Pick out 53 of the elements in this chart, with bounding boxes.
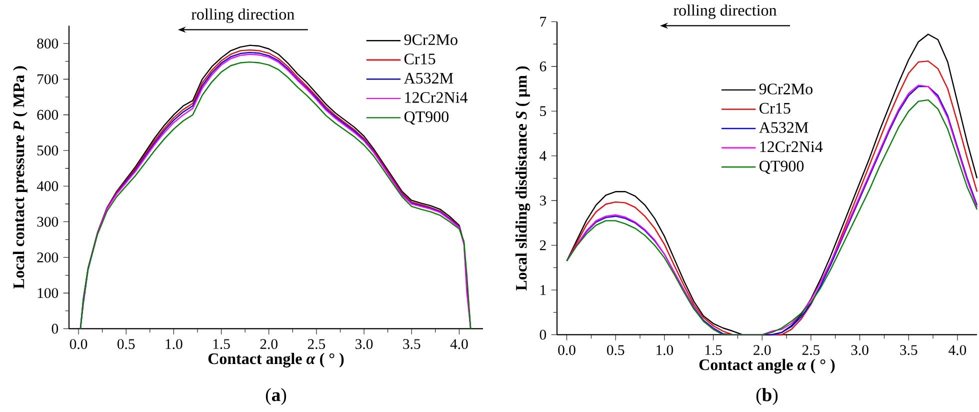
y-tick-label: 700 [38,74,58,84]
y-tick-label: 200 [37,252,58,263]
x-tick-label: 0.5 [607,345,624,356]
x-tick-label: 4.0 [948,345,966,356]
text: rolling direction [191,8,294,24]
text: (b) [756,388,778,406]
x-axis-title: Contact angle α ( ° ) [699,359,835,374]
text: rolling direction [674,4,777,20]
legend-label: A532M [404,72,454,84]
legend-label: Cr15 [404,54,436,64]
x-tick-label: 2.5 [308,339,326,350]
legend-label: 9Cr2Mo [404,34,458,46]
y-tick-label: 3 [540,196,546,206]
y-axis-title: Local contact pressure P ( MPa ) [12,66,28,289]
y-tick-label: 0 [52,324,58,334]
x-tick-label: 1.5 [213,339,230,350]
x-tick-label: 3.5 [900,345,918,356]
x-tick-label: 2.0 [754,345,771,356]
x-tick-label: 0.0 [70,339,88,350]
y-tick-label: 800 [37,38,58,49]
legend-label: QT900 [760,160,804,174]
y-tick-label: 4 [540,151,546,161]
x-tick-label: 1.5 [705,345,722,356]
legend-label: 12Cr2Ni4 [760,142,823,152]
y-tick-label: 1 [540,285,546,295]
x-tick-label: 2.5 [802,345,820,356]
y-tick-label: 6 [540,62,546,72]
x-tick-label: 2.0 [260,339,278,350]
legend-label: A532M [759,122,808,134]
y-tick-label: 500 [37,146,58,156]
y-tick-label: 400 [36,181,58,192]
x-axis-title: Contact angle α ( ° ) [208,353,344,368]
legend-label: Cr15 [760,103,790,114]
legend-label: 9Cr2Mo [759,84,812,95]
x-tick-label: 0.5 [118,339,135,350]
y-tick-label: 7 [540,17,546,27]
x-tick-label: 0.0 [558,345,576,356]
text: (a) [266,388,286,406]
y-tick-label: 5 [540,106,546,116]
legend-label: QT900 [404,112,448,125]
x-tick-label: 4.0 [450,339,468,350]
y-tick-label: 0 [540,330,546,340]
y-axis-title: Local sliding disdistance S ( μm ) [515,66,530,291]
x-tick-label: 3.0 [851,345,868,356]
x-tick-label: 3.0 [356,339,373,350]
legend-label: 12Cr2Ni4 [405,92,468,103]
y-tick-label: 300 [37,216,58,227]
y-tick-label: 100 [38,288,58,298]
x-tick-label: 1.0 [656,345,674,356]
x-tick-label: 1.0 [166,339,182,350]
x-tick-label: 3.5 [403,339,420,350]
y-tick-label: 2 [540,240,546,250]
y-tick-label: 600 [37,110,58,120]
